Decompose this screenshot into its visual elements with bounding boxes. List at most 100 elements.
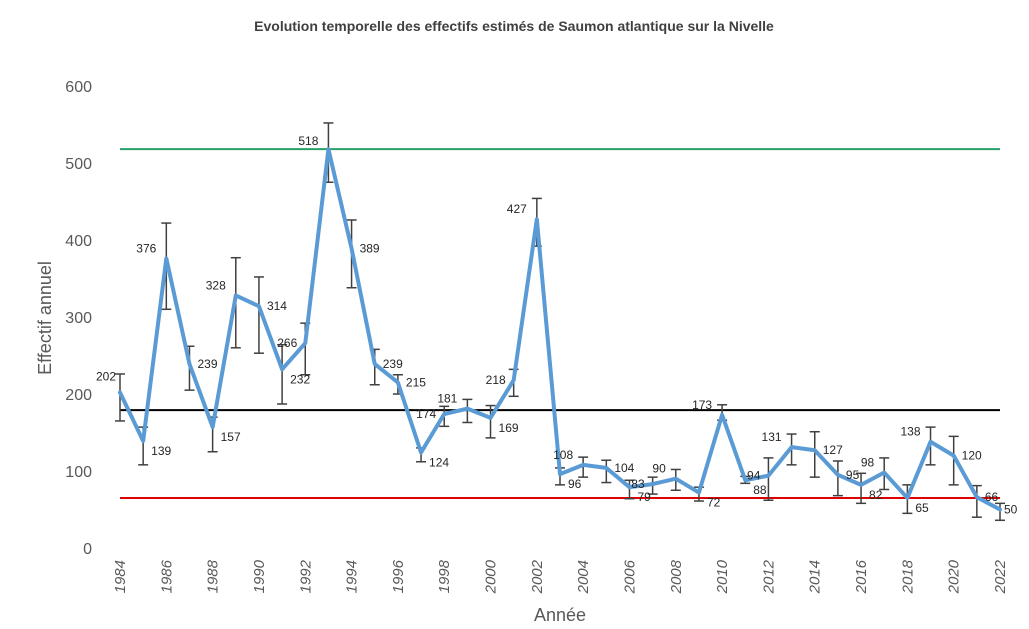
error-bar-2000 (485, 404, 496, 439)
data-label-2022: 50 (1004, 503, 1018, 517)
data-label-2016: 82 (869, 488, 883, 502)
data-label-1992: 266 (277, 336, 297, 350)
data-label-2019: 138 (900, 425, 920, 439)
data-point-1989 (234, 293, 238, 297)
error-bar-2020 (948, 435, 959, 486)
x-tick-label-17: 2018 (899, 559, 916, 594)
series-group (118, 147, 1002, 512)
data-label-1998: 174 (416, 407, 436, 421)
data-point-1990 (257, 304, 261, 308)
data-point-2022 (998, 508, 1002, 511)
data-point-2011 (743, 478, 747, 482)
data-label-2018: 65 (915, 501, 929, 515)
x-tick-label-13: 2010 (714, 559, 731, 594)
x-tick-label-4: 1992 (297, 559, 314, 593)
y-tick-label-5: 500 (65, 156, 92, 173)
data-label-2002: 427 (507, 202, 527, 216)
y-axis-ticks: 0 100 200 300 400 500 600 (65, 79, 92, 558)
error-bar-2005 (601, 459, 612, 484)
error-bar-2021 (971, 484, 982, 518)
data-point-1984 (118, 390, 122, 394)
data-label-2008: 90 (652, 462, 666, 476)
data-label-2007: 83 (631, 477, 645, 491)
data-point-1987 (187, 362, 191, 366)
data-label-1990: 314 (267, 299, 287, 313)
data-label-1985: 139 (151, 444, 171, 458)
data-point-2000 (489, 416, 493, 420)
error-bar-1990 (253, 276, 264, 354)
data-point-2021 (975, 495, 979, 499)
x-tick-label-15: 2014 (807, 560, 824, 594)
data-point-2013 (790, 445, 794, 449)
data-label-2020: 120 (962, 449, 982, 463)
data-point-2017 (882, 471, 886, 475)
x-tick-label-12: 2008 (668, 559, 685, 594)
y-tick-label-1: 100 (65, 464, 92, 481)
data-label-2006: 79 (637, 490, 651, 504)
x-tick-label-14: 2012 (760, 559, 777, 594)
data-label-2015: 95 (846, 468, 860, 482)
data-point-1998 (442, 412, 446, 416)
x-tick-label-16: 2016 (853, 559, 870, 594)
x-tick-label-11: 2006 (621, 559, 638, 594)
data-label-2000: 169 (499, 421, 519, 435)
data-label-1994: 389 (360, 241, 380, 255)
x-tick-label-0: 1984 (112, 560, 129, 593)
error-bar-2016 (856, 472, 867, 505)
data-label-2011: 88 (753, 483, 767, 497)
y-tick-label-3: 300 (65, 310, 92, 327)
data-point-2004 (581, 463, 585, 467)
x-tick-label-9: 2002 (529, 559, 546, 594)
error-bar-1991 (277, 343, 288, 405)
error-bar-2014 (809, 430, 820, 478)
data-point-1994 (350, 246, 354, 250)
y-tick-label-2: 200 (65, 387, 92, 404)
error-bar-1984 (115, 373, 125, 422)
x-tick-label-8: 2000 (483, 559, 500, 594)
y-tick-label-4: 400 (65, 233, 92, 250)
error-bar-2022 (995, 502, 1005, 522)
data-label-2014: 127 (823, 443, 843, 457)
data-label-2010: 173 (692, 398, 712, 412)
data-point-2014 (813, 448, 817, 452)
data-point-1992 (303, 341, 307, 345)
data-point-1999 (465, 407, 469, 411)
data-label-1999: 181 (437, 392, 457, 406)
data-point-1996 (396, 380, 400, 384)
data-point-2007 (651, 482, 655, 486)
data-label-1988: 157 (221, 430, 241, 444)
reference-lines (120, 148, 1000, 499)
error-bar-1999 (462, 398, 473, 424)
data-point-2003 (558, 472, 562, 476)
x-tick-label-7: 1998 (436, 559, 453, 593)
error-bar-2006 (624, 479, 635, 500)
data-label-2005: 104 (614, 461, 634, 475)
data-label-1989: 328 (206, 278, 226, 292)
data-point-2009 (697, 491, 701, 495)
y-axis-label: Effectif annuel (35, 261, 55, 375)
data-label-1986: 376 (136, 241, 156, 255)
data-label-1993: 518 (298, 134, 318, 148)
data-label-2013: 131 (762, 430, 782, 444)
data-point-2019 (929, 440, 933, 444)
data-point-1985 (141, 439, 145, 443)
x-tick-label-2: 1988 (205, 559, 222, 593)
x-tick-label-18: 2020 (946, 559, 963, 594)
data-label-2017: 98 (861, 456, 875, 470)
data-label-2012: 94 (747, 469, 761, 483)
data-label-2009: 72 (707, 496, 721, 510)
data-point-2005 (604, 466, 608, 470)
x-tick-label-5: 1994 (344, 560, 361, 593)
data-labels: 2021393762391573283142322665183892392151… (96, 134, 1018, 516)
data-point-2006 (627, 485, 631, 489)
data-label-1987: 239 (197, 357, 217, 371)
data-point-2016 (859, 483, 863, 487)
data-point-2012 (766, 474, 770, 478)
data-point-2008 (674, 477, 678, 481)
data-point-2020 (952, 454, 956, 458)
data-label-1984: 202 (96, 369, 116, 383)
data-point-2001 (512, 378, 516, 382)
x-tick-label-1: 1986 (158, 559, 175, 593)
error-bar-2004 (578, 456, 589, 478)
